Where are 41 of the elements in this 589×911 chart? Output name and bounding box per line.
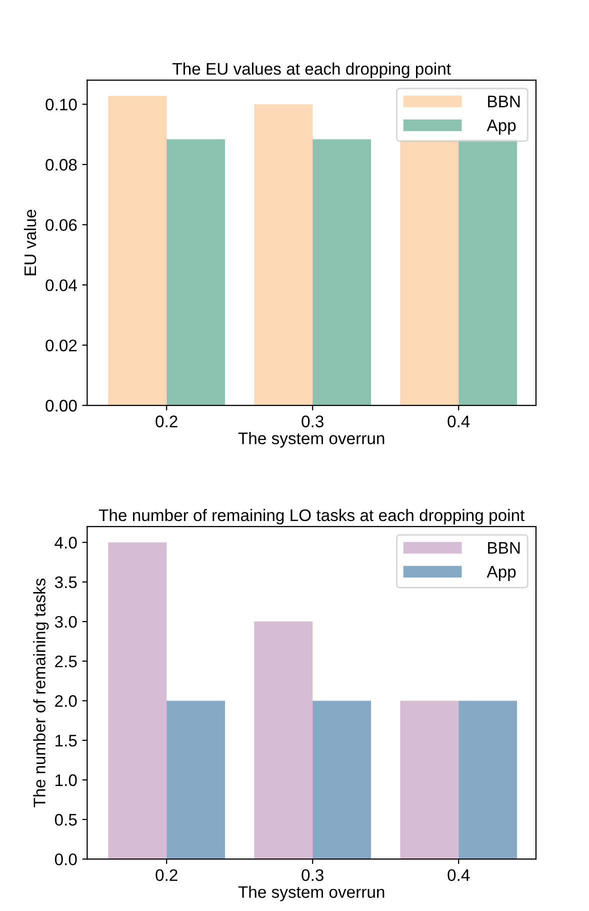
x-tick-label: 0.3 xyxy=(302,416,324,428)
bar xyxy=(400,700,459,860)
y-tick-label: 0.04 xyxy=(46,279,77,292)
bar xyxy=(108,542,167,860)
bar xyxy=(312,139,372,406)
legend-label: App xyxy=(486,566,516,581)
x-axis-title: The system overrun xyxy=(238,432,384,448)
x-tick-label: 0.4 xyxy=(448,869,470,882)
y-tick-label: 3.5 xyxy=(54,576,77,588)
bar xyxy=(254,622,313,860)
chart-title: The number of remaining LO tasks at each dropping point xyxy=(98,508,525,524)
y-axis-title: The number of remaining tasks xyxy=(33,578,49,808)
y-tick-label: 0.06 xyxy=(46,219,77,231)
y-axis-title: EU value xyxy=(24,210,36,276)
x-tick-label: 0.2 xyxy=(156,416,178,428)
x-tick-label: 0.2 xyxy=(156,869,178,882)
x-axis-title: The system overrun xyxy=(238,886,384,902)
y-tick-label: 0.08 xyxy=(46,158,77,171)
legend-label: App xyxy=(486,120,516,135)
y-tick-label: 1.5 xyxy=(56,734,77,747)
y-tick-label: 0.10 xyxy=(46,98,77,110)
y-tick-label: 0.00 xyxy=(46,400,77,412)
bar xyxy=(312,700,372,860)
bar xyxy=(108,96,167,406)
y-tick-label: 1.0 xyxy=(56,774,77,786)
legend-label: BBN xyxy=(488,542,520,554)
y-tick-label: 0.0 xyxy=(54,853,77,866)
y-tick-label: 3.0 xyxy=(54,616,77,628)
bar xyxy=(458,700,518,860)
chart-title: The EU values at each dropping point xyxy=(172,62,451,78)
x-tick-label: 0.3 xyxy=(302,869,324,882)
y-tick-label: 2.5 xyxy=(55,656,77,668)
bar xyxy=(166,700,225,860)
x-tick-label: 0.4 xyxy=(448,416,470,428)
bar xyxy=(254,104,313,406)
legend-label: BBN xyxy=(488,96,520,108)
y-tick-label: 4.0 xyxy=(54,536,77,549)
y-tick-label: 2.0 xyxy=(55,695,77,707)
bar xyxy=(166,139,225,406)
y-tick-label: 0.5 xyxy=(54,814,77,826)
y-tick-label: 0.02 xyxy=(46,340,77,352)
